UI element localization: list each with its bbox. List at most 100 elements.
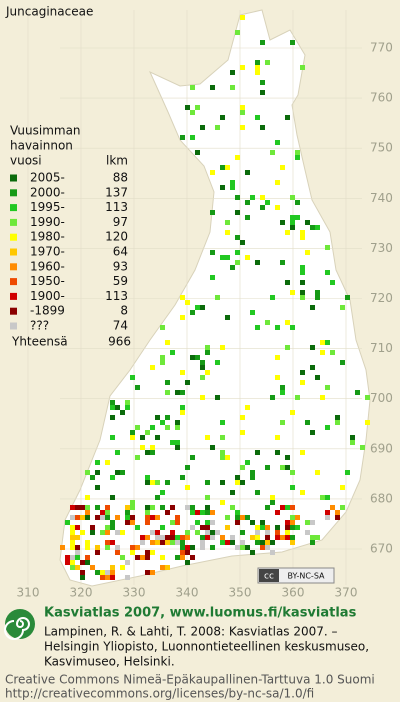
- record-cell: [325, 270, 330, 275]
- badge-text: BY-NC-SA: [287, 572, 325, 581]
- record-cell: [300, 235, 305, 240]
- record-cell: [70, 540, 75, 545]
- record-cell: [295, 200, 300, 205]
- record-cell: [275, 180, 280, 185]
- record-cell: [205, 350, 210, 355]
- record-cell: [330, 280, 335, 285]
- record-cell: [275, 325, 280, 330]
- record-cell: [75, 565, 80, 570]
- record-cell: [200, 125, 205, 130]
- record-cell: [85, 545, 90, 550]
- record-cell: [60, 545, 65, 550]
- record-cell: [110, 405, 115, 410]
- legend-header: havainnon: [10, 139, 73, 153]
- record-cell: [255, 525, 260, 530]
- record-cell: [255, 65, 260, 70]
- badge-symbol-box: [259, 569, 279, 582]
- record-cell: [225, 515, 230, 520]
- record-cell: [180, 315, 185, 320]
- record-cell: [115, 450, 120, 455]
- legend-header: Vuusimman: [10, 124, 81, 138]
- record-cell: [180, 550, 185, 555]
- record-cell: [290, 40, 295, 45]
- record-cell: [300, 270, 305, 275]
- record-cell: [225, 315, 230, 320]
- record-cell: [225, 255, 230, 260]
- record-cell: [180, 295, 185, 300]
- record-cell: [230, 180, 235, 185]
- record-cell: [265, 525, 270, 530]
- record-cell: [165, 340, 170, 345]
- record-cell: [90, 525, 95, 530]
- record-cell: [170, 440, 175, 445]
- record-cell: [150, 505, 155, 510]
- legend-swatch: [10, 278, 17, 286]
- record-cell: [80, 575, 85, 580]
- record-cell: [130, 545, 135, 550]
- record-cell: [125, 560, 130, 565]
- record-cells: [60, 15, 370, 580]
- record-cell: [270, 150, 275, 155]
- record-cell: [165, 540, 170, 545]
- record-cell: [160, 540, 165, 545]
- record-cell: [95, 570, 100, 575]
- record-cell: [170, 540, 175, 545]
- record-cell: [260, 40, 265, 45]
- record-cell: [90, 475, 95, 480]
- record-cell: [215, 295, 220, 300]
- record-cell: [280, 535, 285, 540]
- record-cell: [150, 425, 155, 430]
- east-coordinate: 360: [282, 586, 305, 600]
- record-cell: [135, 455, 140, 460]
- record-cell: [220, 185, 225, 190]
- record-cell: [65, 520, 70, 525]
- record-cell: [130, 550, 135, 555]
- legend-total-label: Yhteensä: [11, 335, 68, 349]
- record-cell: [125, 520, 130, 525]
- record-cell: [205, 435, 210, 440]
- record-cell: [160, 420, 165, 425]
- record-cell: [100, 570, 105, 575]
- record-cell: [255, 325, 260, 330]
- record-cell: [235, 480, 240, 485]
- record-cell: [70, 565, 75, 570]
- record-cell: [85, 470, 90, 475]
- record-cell: [185, 535, 190, 540]
- record-cell: [220, 435, 225, 440]
- record-cell: [160, 505, 165, 510]
- record-cell: [250, 535, 255, 540]
- record-cell: [105, 530, 110, 535]
- record-cell: [120, 565, 125, 570]
- record-cell: [85, 510, 90, 515]
- record-cell: [105, 540, 110, 545]
- legend-swatch: [10, 174, 17, 182]
- record-cell: [195, 105, 200, 110]
- record-cell: [300, 265, 305, 270]
- record-cell: [120, 470, 125, 475]
- record-cell: [100, 530, 105, 535]
- record-cell: [280, 420, 285, 425]
- record-cell: [240, 545, 245, 550]
- legend-label: ???: [30, 319, 49, 333]
- record-cell: [235, 260, 240, 265]
- record-cell: [255, 490, 260, 495]
- record-cell: [215, 530, 220, 535]
- record-cell: [260, 125, 265, 130]
- record-cell: [255, 70, 260, 75]
- footer-license: http://creativecommons.org/licenses/by-n…: [5, 687, 314, 701]
- record-cell: [75, 515, 80, 520]
- record-cell: [115, 515, 120, 520]
- record-cell: [275, 525, 280, 530]
- record-cell: [280, 385, 285, 390]
- record-cell: [200, 535, 205, 540]
- record-cell: [70, 545, 75, 550]
- record-cell: [190, 135, 195, 140]
- record-cell: [205, 535, 210, 540]
- record-cell: [145, 570, 150, 575]
- north-coordinate: 690: [370, 441, 393, 455]
- record-cell: [205, 345, 210, 350]
- record-cell: [355, 390, 360, 395]
- record-cell: [205, 495, 210, 500]
- record-cell: [305, 250, 310, 255]
- record-cell: [310, 305, 315, 310]
